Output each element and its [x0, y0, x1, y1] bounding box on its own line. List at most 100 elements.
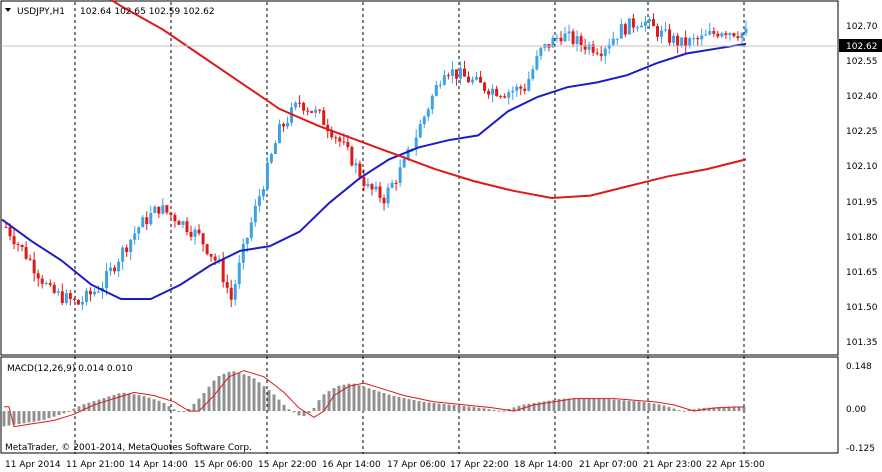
candle-body	[233, 284, 237, 300]
macd-bar	[627, 400, 631, 412]
current-price-tag: 102.62	[839, 39, 882, 52]
candle-body	[330, 131, 334, 138]
candle-body	[185, 221, 189, 233]
macd-bar	[587, 398, 591, 412]
macd-bar	[657, 404, 661, 412]
macd-bar	[432, 402, 436, 412]
candle-body	[209, 254, 213, 257]
candle-body	[44, 283, 48, 285]
candle-body	[346, 141, 350, 147]
macd-bar	[47, 411, 51, 419]
price-tick: 101.95	[846, 198, 878, 208]
macd-bar	[292, 411, 296, 413]
candle-body	[48, 283, 52, 285]
candle-body	[358, 163, 362, 178]
candle-body	[611, 38, 615, 45]
macd-bar	[707, 407, 711, 412]
macd-bar	[417, 401, 421, 412]
macd-signal-line	[4, 370, 745, 428]
macd-bar	[667, 407, 671, 412]
candle-body	[398, 167, 402, 183]
candle-body	[205, 244, 209, 255]
time-tick: 22 Apr 15:00	[706, 460, 765, 470]
candle-body	[314, 109, 318, 113]
candle-body	[539, 47, 543, 57]
macd-bar	[592, 398, 596, 412]
time-tick: 14 Apr 14:00	[129, 460, 188, 470]
macd-bar	[407, 399, 411, 412]
candle-body	[495, 88, 499, 97]
macd-bar	[62, 411, 66, 414]
macd-bar	[257, 382, 261, 412]
candle-body	[499, 96, 503, 98]
candle-body	[406, 149, 410, 160]
candle-body	[728, 33, 732, 35]
macd-bar	[222, 373, 226, 412]
candle-body	[531, 69, 535, 79]
macd-bar	[487, 409, 491, 412]
macd-bar	[217, 376, 221, 412]
macd-bar	[437, 403, 441, 412]
candle-body	[390, 182, 394, 188]
candle-body	[161, 205, 165, 214]
macd-bar	[282, 404, 286, 412]
macd-bar	[362, 386, 366, 412]
candle-body	[84, 290, 88, 302]
macd-bar	[267, 390, 271, 412]
candle-body	[322, 110, 326, 125]
candle-body	[571, 31, 575, 44]
candle-body	[40, 278, 44, 284]
candle-body	[229, 287, 233, 300]
time-tick: 17 Apr 06:00	[387, 460, 446, 470]
candle-body	[523, 88, 527, 91]
candle-body	[310, 111, 314, 113]
candle-body	[60, 291, 64, 304]
candle-body	[121, 247, 125, 262]
candle-body	[567, 31, 571, 34]
candle-body	[149, 212, 153, 225]
macd-bar	[637, 401, 641, 412]
macd-bar	[192, 403, 196, 412]
time-tick: 15 Apr 22:00	[258, 460, 317, 470]
price-panel	[0, 0, 839, 356]
macd-bar	[167, 406, 171, 412]
candle-body	[286, 122, 290, 127]
candle-body	[52, 284, 56, 293]
candle-body	[442, 75, 446, 85]
macd-bar	[317, 400, 321, 412]
macd-bar	[232, 371, 236, 412]
macd-bar	[387, 394, 391, 412]
macd-bar	[562, 398, 566, 412]
macd-bar	[527, 403, 531, 412]
candle-body	[692, 38, 696, 40]
candle-body	[298, 102, 302, 104]
macd-bar	[137, 395, 141, 412]
dropdown-triangle-icon[interactable]	[5, 8, 11, 12]
candle-body	[8, 226, 12, 237]
macd-bar	[502, 410, 506, 412]
time-tick: 21 Apr 07:00	[579, 460, 638, 470]
price-tick: 102.25	[846, 127, 878, 137]
candle-body	[378, 186, 382, 198]
macd-bar	[622, 400, 626, 412]
macd-bar	[397, 396, 401, 412]
price-tick: 101.80	[846, 233, 878, 243]
candle-body	[736, 36, 740, 39]
candle-body	[141, 217, 145, 228]
candle-body	[627, 18, 631, 35]
candle-body	[24, 247, 28, 259]
time-tick: 15 Apr 06:00	[194, 460, 253, 470]
candle-body	[716, 33, 720, 37]
macd-bar	[402, 398, 406, 412]
copyright-text: MetaTrader, © 2001-2014, MetaQuotes Soft…	[5, 443, 252, 453]
candle-body	[660, 30, 664, 37]
macd-bar	[442, 404, 446, 412]
macd-bar	[512, 407, 516, 412]
candle-body	[519, 86, 523, 89]
candle-body	[559, 37, 563, 42]
candle-body	[354, 163, 358, 166]
candle-body	[688, 38, 692, 46]
candle-body	[201, 233, 205, 245]
